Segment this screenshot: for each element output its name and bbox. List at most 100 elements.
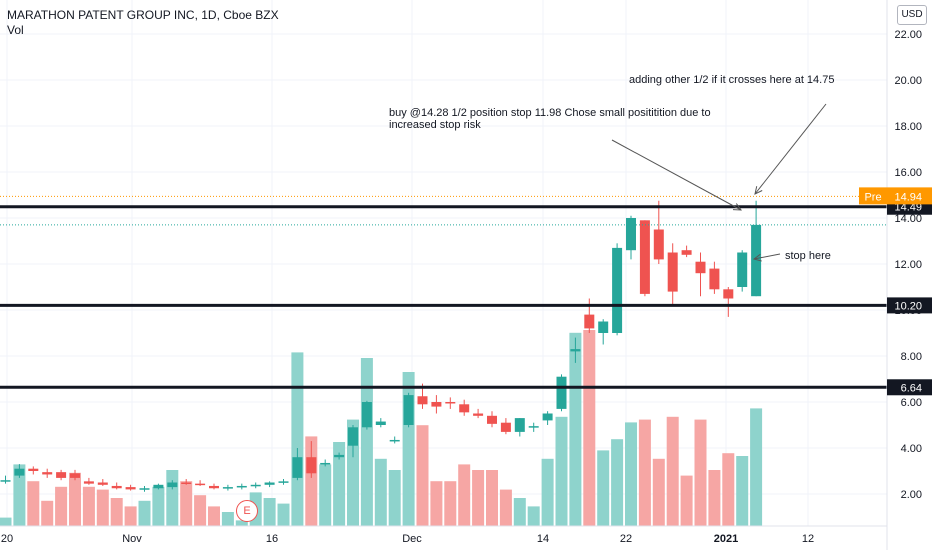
candle-body[interactable] <box>348 427 358 446</box>
candle-body[interactable] <box>0 480 11 482</box>
volume-bar <box>722 453 735 526</box>
volume-bar <box>110 498 123 526</box>
volume-bar <box>583 330 596 526</box>
candle-body[interactable] <box>264 482 275 485</box>
candle-body[interactable] <box>473 413 484 416</box>
candle-body[interactable] <box>42 472 53 475</box>
time-tick-label: 20 <box>1 533 13 545</box>
candle-body[interactable] <box>431 402 442 407</box>
arrow-buy-point <box>611 139 742 211</box>
note-stop-here: stop here <box>785 250 831 262</box>
time-tick-label: 22 <box>620 533 632 545</box>
candle-body[interactable] <box>292 457 303 478</box>
candle-body[interactable] <box>556 376 567 409</box>
candle-body[interactable] <box>209 485 219 489</box>
volume-bar <box>194 495 207 526</box>
candle-body[interactable] <box>361 402 372 428</box>
time-tick-label: 12 <box>802 533 814 545</box>
candle-body[interactable] <box>709 268 720 290</box>
candle-body[interactable] <box>236 485 247 488</box>
volume-bar <box>597 450 610 526</box>
candle-body[interactable] <box>667 252 678 292</box>
candle-body[interactable] <box>570 349 581 352</box>
candle-body[interactable] <box>320 462 331 465</box>
volume-bar <box>152 486 165 526</box>
candle-body[interactable] <box>403 395 414 425</box>
candle-body[interactable] <box>222 487 233 489</box>
volume-bar <box>458 464 471 526</box>
price-tick-label: 14.00 <box>894 213 922 225</box>
candle-body[interactable] <box>14 468 25 476</box>
earnings-marker[interactable]: E <box>236 500 258 522</box>
pre-price-label: 14.94 <box>894 191 922 203</box>
candle-body[interactable] <box>612 247 623 333</box>
level-price-label: 6.64 <box>901 382 922 394</box>
price-tick-label: 22.00 <box>894 29 922 41</box>
price-tick-label: 4.00 <box>901 443 922 455</box>
candle-body[interactable] <box>250 484 261 487</box>
candle-body[interactable] <box>626 218 636 251</box>
level-price-label: 14.49 <box>894 202 922 214</box>
candle-body[interactable] <box>389 439 400 442</box>
volume-bar <box>221 512 234 526</box>
volume-label: Vol <box>7 23 24 37</box>
volume-bar <box>13 464 26 526</box>
candle-body[interactable] <box>514 418 525 432</box>
volume-bar <box>138 500 151 526</box>
candle-body[interactable] <box>195 483 206 486</box>
candle-body[interactable] <box>83 481 94 484</box>
candle-body[interactable] <box>695 261 706 274</box>
candle-body[interactable] <box>125 487 136 490</box>
candle-body[interactable] <box>181 482 192 485</box>
candle-body[interactable] <box>459 404 470 413</box>
volume-bar <box>666 416 679 526</box>
candle-body[interactable] <box>528 426 539 428</box>
candle-body[interactable] <box>139 488 150 490</box>
volume-bar <box>541 458 554 526</box>
candle-body[interactable] <box>681 250 692 255</box>
horizontal-lines <box>0 195 887 389</box>
volume-bar <box>82 486 95 526</box>
candle-body[interactable] <box>737 252 748 288</box>
candle-body[interactable] <box>487 415 497 424</box>
candle-body[interactable] <box>723 289 734 299</box>
candle-body[interactable] <box>306 457 317 474</box>
candle-body[interactable] <box>28 468 39 471</box>
candle-body[interactable] <box>97 482 108 485</box>
candle-body[interactable] <box>70 473 80 478</box>
volume-bar <box>694 419 707 526</box>
candle-body[interactable] <box>500 422 511 432</box>
candle-body[interactable] <box>417 396 428 405</box>
candle-body[interactable] <box>751 224 762 297</box>
volume-bar <box>55 486 68 526</box>
currency-button[interactable]: USD <box>897 5 927 25</box>
price-tick-label: 6.00 <box>901 397 922 409</box>
volume-bar <box>235 520 248 526</box>
candle-body[interactable] <box>639 220 650 294</box>
volume-bar <box>319 464 332 526</box>
volume-bar <box>0 517 12 526</box>
volume-bar <box>124 506 137 526</box>
volume-bar <box>750 408 763 526</box>
arrow-add-position <box>754 103 827 195</box>
candle-body[interactable] <box>445 402 456 404</box>
candle-body[interactable] <box>598 321 609 334</box>
arrow-stop-here-head <box>752 253 762 262</box>
volume-bar <box>513 498 526 526</box>
price-tick-label: 2.00 <box>901 489 922 501</box>
candle-body[interactable] <box>167 482 178 488</box>
candle-body[interactable] <box>111 485 122 489</box>
volume-bar <box>708 470 721 526</box>
candle-body[interactable] <box>153 484 164 489</box>
candle-body[interactable] <box>542 413 553 421</box>
candle-body[interactable] <box>334 454 345 458</box>
candle-body[interactable] <box>56 472 67 478</box>
candle-body[interactable] <box>375 421 386 425</box>
pre-tag-label: Pre <box>864 191 881 203</box>
chart-title: MARATHON PATENT GROUP INC, 1D, Cboe BZX <box>7 8 279 22</box>
candle-body[interactable] <box>584 314 595 329</box>
candle-body[interactable] <box>653 229 664 260</box>
candle-body[interactable] <box>278 481 289 483</box>
